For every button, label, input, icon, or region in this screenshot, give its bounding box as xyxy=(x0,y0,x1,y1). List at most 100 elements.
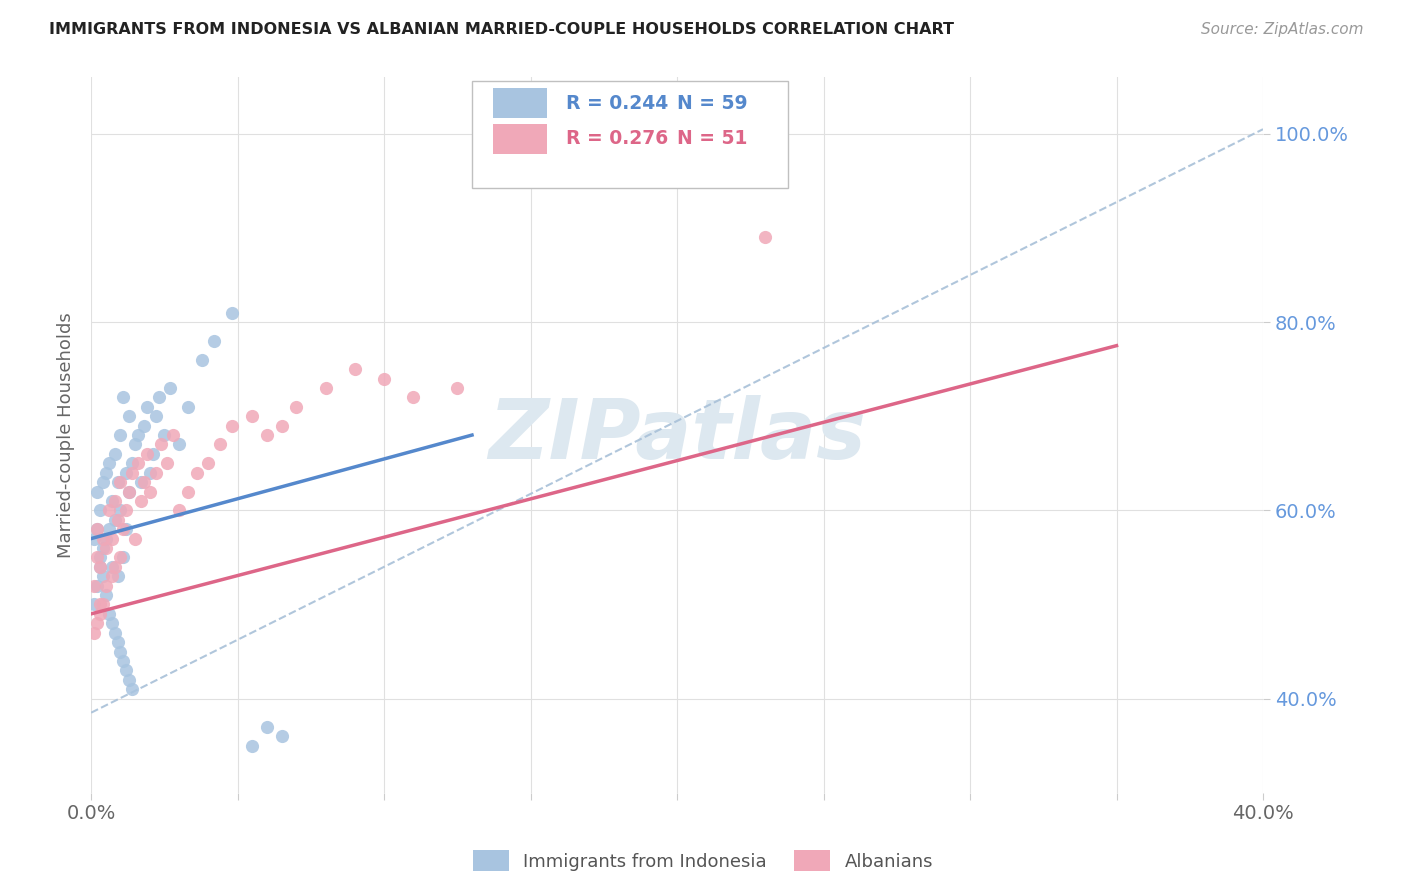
Point xyxy=(446,381,468,395)
Point xyxy=(159,381,181,395)
Point xyxy=(167,503,190,517)
Point xyxy=(132,418,155,433)
Point xyxy=(83,579,105,593)
Point xyxy=(132,475,155,489)
Point xyxy=(135,400,157,414)
Point xyxy=(115,522,138,536)
Point xyxy=(91,532,114,546)
Point xyxy=(110,503,132,517)
Point xyxy=(86,616,108,631)
Point xyxy=(89,598,111,612)
Point xyxy=(153,428,176,442)
Point xyxy=(83,625,105,640)
Point xyxy=(110,475,132,489)
Point xyxy=(343,362,366,376)
Point xyxy=(110,550,132,565)
Point xyxy=(240,409,263,424)
Point xyxy=(162,428,184,442)
FancyBboxPatch shape xyxy=(472,81,789,188)
FancyBboxPatch shape xyxy=(494,88,547,119)
Point xyxy=(97,522,120,536)
Point xyxy=(156,456,179,470)
Point xyxy=(100,559,122,574)
Point xyxy=(89,559,111,574)
Point xyxy=(107,513,129,527)
Point xyxy=(91,541,114,555)
Point xyxy=(402,391,425,405)
Point xyxy=(104,447,127,461)
Text: R = 0.244: R = 0.244 xyxy=(565,94,668,112)
Point xyxy=(127,428,149,442)
Point xyxy=(94,588,117,602)
Point xyxy=(100,616,122,631)
Text: R = 0.276: R = 0.276 xyxy=(565,129,668,148)
Point xyxy=(256,823,278,838)
Point xyxy=(107,475,129,489)
Point xyxy=(112,654,135,668)
Point xyxy=(221,418,243,433)
Point xyxy=(177,400,200,414)
Point xyxy=(145,409,167,424)
Text: N = 59: N = 59 xyxy=(678,94,748,112)
Point xyxy=(139,466,162,480)
Point xyxy=(94,466,117,480)
Point xyxy=(112,550,135,565)
Point xyxy=(135,447,157,461)
Point xyxy=(754,230,776,244)
Text: N = 51: N = 51 xyxy=(678,129,748,148)
Text: ZIPatlas: ZIPatlas xyxy=(488,394,866,475)
Point xyxy=(124,532,146,546)
Point xyxy=(121,682,143,697)
Point xyxy=(89,550,111,565)
Point xyxy=(107,635,129,649)
Point xyxy=(112,391,135,405)
Point xyxy=(121,456,143,470)
Text: Source: ZipAtlas.com: Source: ZipAtlas.com xyxy=(1201,22,1364,37)
Point xyxy=(285,400,308,414)
Point xyxy=(118,673,141,687)
Point xyxy=(94,579,117,593)
Point xyxy=(129,494,152,508)
Point xyxy=(115,503,138,517)
Point xyxy=(202,334,225,348)
Point xyxy=(86,522,108,536)
Text: IMMIGRANTS FROM INDONESIA VS ALBANIAN MARRIED-COUPLE HOUSEHOLDS CORRELATION CHAR: IMMIGRANTS FROM INDONESIA VS ALBANIAN MA… xyxy=(49,22,955,37)
Point xyxy=(94,541,117,555)
Point xyxy=(256,720,278,734)
Point xyxy=(139,484,162,499)
Point xyxy=(91,569,114,583)
Point xyxy=(83,532,105,546)
Point xyxy=(104,494,127,508)
Point xyxy=(91,475,114,489)
Point xyxy=(115,466,138,480)
Point xyxy=(112,522,135,536)
Point xyxy=(91,598,114,612)
Point xyxy=(142,447,165,461)
Point xyxy=(118,484,141,499)
Point xyxy=(148,391,170,405)
Point xyxy=(110,428,132,442)
Point xyxy=(145,466,167,480)
Point xyxy=(127,456,149,470)
Point xyxy=(118,409,141,424)
Point xyxy=(104,513,127,527)
Point xyxy=(89,503,111,517)
Point xyxy=(150,437,173,451)
Point xyxy=(121,466,143,480)
Point xyxy=(97,607,120,621)
Point xyxy=(100,569,122,583)
Point xyxy=(315,381,337,395)
Point xyxy=(240,739,263,753)
Point xyxy=(373,371,395,385)
Point xyxy=(177,484,200,499)
Point xyxy=(167,437,190,451)
Legend: Immigrants from Indonesia, Albanians: Immigrants from Indonesia, Albanians xyxy=(465,843,941,879)
Point xyxy=(186,466,208,480)
Point xyxy=(110,644,132,658)
Point xyxy=(89,559,111,574)
Point xyxy=(256,428,278,442)
Point xyxy=(115,663,138,677)
Point xyxy=(100,532,122,546)
Point xyxy=(191,352,214,367)
Point xyxy=(107,569,129,583)
